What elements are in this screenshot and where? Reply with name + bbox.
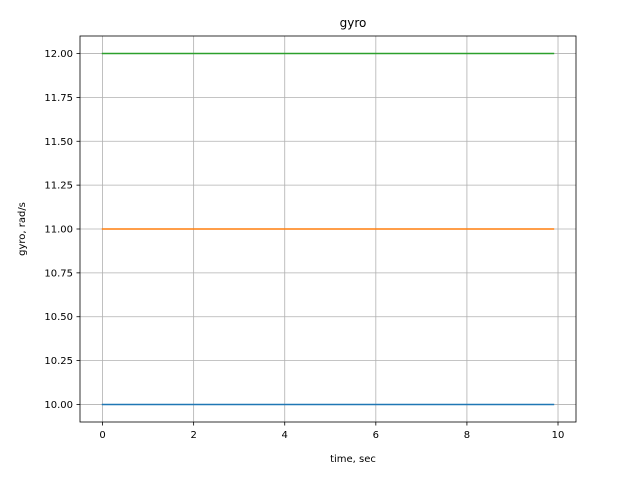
series-layer bbox=[101, 52, 555, 406]
y-tick-label: 10.50 bbox=[44, 312, 73, 323]
y-tick-label: 11.75 bbox=[44, 93, 73, 104]
y-tick-label: 10.75 bbox=[44, 268, 73, 279]
y-axis-ticks: 10.00 10.25 10.50 10.75 11.00 11.25 11.50 11.75… bbox=[44, 49, 80, 411]
y-tick-label: 12.00 bbox=[44, 49, 73, 60]
x-tick-label: 0 bbox=[99, 430, 105, 441]
x-axis-ticks: 0 2 4 6 8 10 bbox=[99, 422, 564, 441]
x-axis-label: time, sec bbox=[330, 454, 376, 465]
y-tick-label: 10.00 bbox=[44, 400, 73, 411]
y-tick-label: 11.00 bbox=[44, 225, 73, 236]
x-tick-label: 4 bbox=[282, 430, 288, 441]
y-tick-label: 10.25 bbox=[44, 356, 73, 367]
x-tick-label: 6 bbox=[373, 430, 379, 441]
x-tick-label: 8 bbox=[464, 430, 470, 441]
y-tick-label: 11.25 bbox=[44, 181, 73, 192]
y-tick-label: 11.50 bbox=[44, 137, 73, 148]
x-tick-label: 10 bbox=[552, 430, 565, 441]
x-tick-label: 2 bbox=[190, 430, 196, 441]
chart-title: gyro bbox=[340, 16, 367, 30]
y-axis-label: gyro, rad/s bbox=[17, 202, 28, 256]
